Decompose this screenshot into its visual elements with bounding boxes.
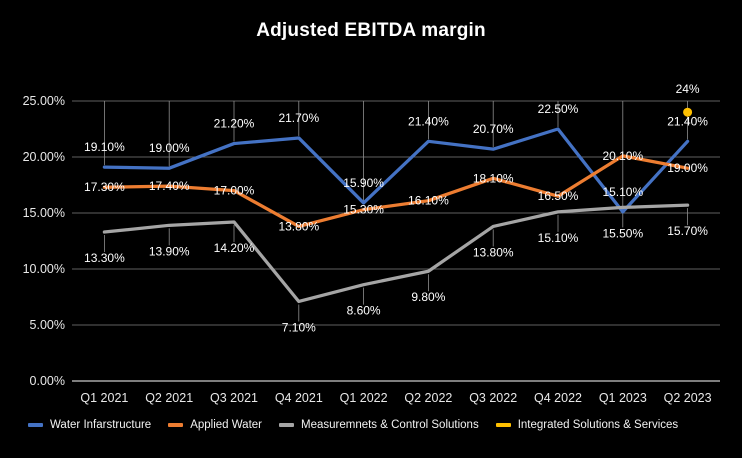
- data-label: 15.90%: [343, 176, 384, 190]
- data-label: 21.40%: [667, 114, 708, 128]
- legend-label: Applied Water: [190, 419, 262, 431]
- y-axis-tick-label: 20.00%: [23, 150, 65, 164]
- data-label: 21.40%: [408, 114, 449, 128]
- legend-swatch-gray-icon: [279, 423, 294, 427]
- x-axis-tick-label: Q3 2021: [210, 391, 258, 405]
- series-point-gold: [683, 107, 693, 117]
- data-label: 20.10%: [602, 149, 643, 163]
- data-label: 24%: [676, 82, 700, 96]
- x-axis-tick-label: Q1 2022: [340, 391, 388, 405]
- y-axis-tick-label: 0.00%: [30, 374, 65, 388]
- series-line-2: [102, 203, 690, 304]
- data-label: 17.40%: [149, 179, 190, 193]
- data-label: 13.30%: [84, 251, 125, 265]
- data-label: 15.70%: [667, 224, 708, 238]
- legend-label: Water Infarstructure: [50, 419, 152, 431]
- x-axis-tick-label: Q2 2021: [145, 391, 193, 405]
- data-label: 19.00%: [149, 141, 190, 155]
- data-label: 19.10%: [84, 140, 125, 154]
- data-label: 21.20%: [214, 117, 255, 131]
- x-axis-tick-label: Q2 2023: [664, 391, 712, 405]
- data-label: 17.00%: [214, 184, 255, 198]
- chart-title: Adjusted EBITDA margin: [256, 20, 486, 41]
- x-axis-tick-label: Q2 2022: [404, 391, 452, 405]
- legend-item-water-infarstructure: Water Infarstructure: [28, 419, 151, 431]
- x-axis-tick-label: Q4 2022: [534, 391, 582, 405]
- data-label: 8.60%: [347, 304, 381, 318]
- data-label: 19.00%: [667, 161, 708, 175]
- data-label: 17.30%: [84, 180, 125, 194]
- series-line-1: [102, 154, 690, 229]
- x-axis-tick-label: Q4 2021: [275, 391, 323, 405]
- data-label: 16.50%: [538, 189, 579, 203]
- legend-label: Integrated Solutions & Services: [517, 419, 679, 431]
- data-label: 9.80%: [411, 290, 445, 304]
- legend-item-applied-water: Applied Water: [168, 419, 262, 431]
- data-label: 15.30%: [343, 203, 384, 217]
- data-label: 18.10%: [473, 171, 514, 185]
- x-axis-tick-label: Q3 2022: [469, 391, 517, 405]
- data-label: 16.10%: [408, 194, 449, 208]
- y-axis-tick-label: 15.00%: [23, 206, 65, 220]
- data-label: 15.50%: [602, 226, 643, 240]
- legend-swatch-orange-icon: [168, 423, 184, 427]
- data-label: 21.70%: [278, 111, 319, 125]
- x-axis-tick-label: Q1 2021: [80, 391, 128, 405]
- y-axis-tick-label: 25.00%: [23, 94, 65, 108]
- legend-swatch-blue-icon: [28, 423, 43, 427]
- legend-item-measurement-control: Measuremnets & Control Solutions: [279, 419, 479, 431]
- data-label: 13.80%: [278, 219, 319, 233]
- data-label: 7.10%: [282, 320, 316, 334]
- y-axis-tick-label: 10.00%: [23, 262, 65, 276]
- chart-legend: Water Infarstructure Applied Water Measu…: [28, 419, 728, 431]
- x-axis-tick-label: Q1 2023: [599, 391, 647, 405]
- legend-label: Measuremnets & Control Solutions: [301, 419, 479, 431]
- data-label: 14.20%: [214, 241, 255, 255]
- data-label: 22.50%: [538, 102, 579, 116]
- data-label: 20.70%: [473, 122, 514, 136]
- data-label: 13.90%: [149, 244, 190, 258]
- data-label: 15.10%: [538, 231, 579, 245]
- legend-item-integrated-solutions: Integrated Solutions & Services: [495, 419, 679, 431]
- y-axis-tick-label: 5.00%: [30, 318, 65, 332]
- series-line-0: [102, 127, 690, 214]
- data-label: 15.10%: [602, 185, 643, 199]
- data-label: 13.80%: [473, 245, 514, 259]
- legend-swatch-gold-icon: [495, 423, 511, 427]
